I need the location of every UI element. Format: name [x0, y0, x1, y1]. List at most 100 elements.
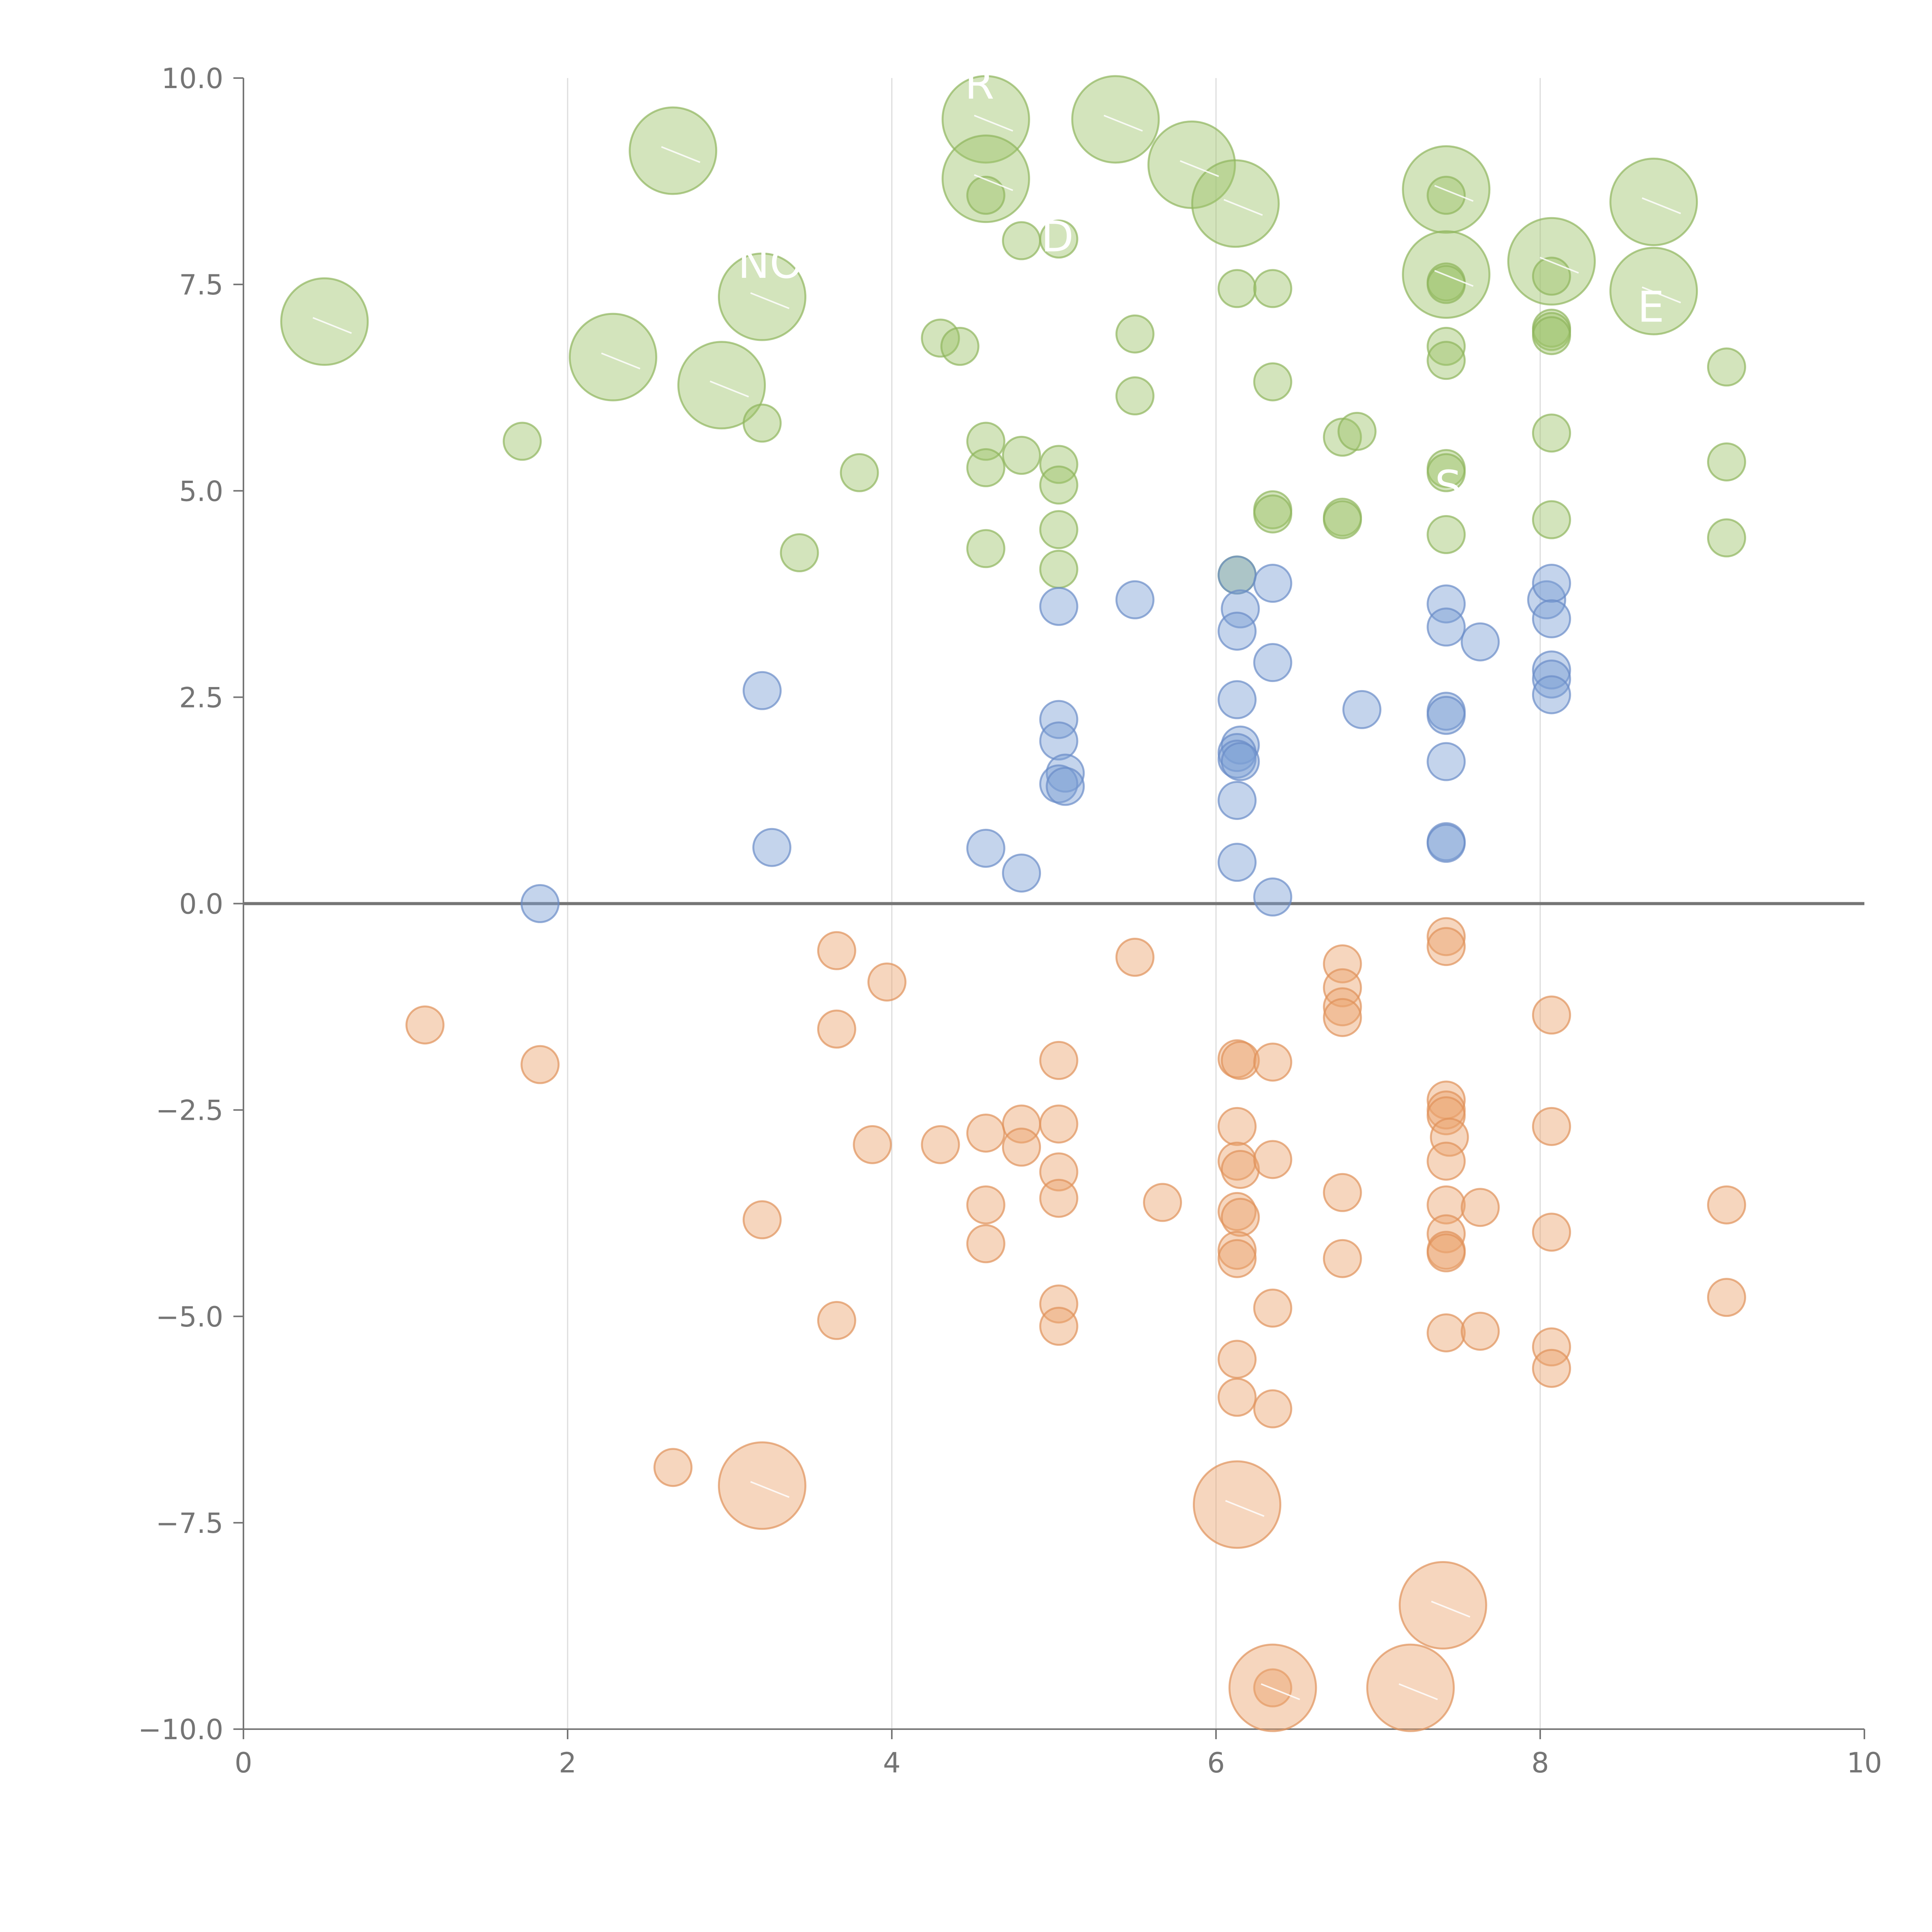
data-point — [1218, 781, 1257, 820]
data-point — [1218, 269, 1257, 308]
y-tick-label: 2.5 — [179, 681, 223, 714]
data-point — [1115, 376, 1155, 416]
data-point — [1218, 1378, 1257, 1417]
data-point — [1427, 584, 1466, 624]
leader-line — [1223, 199, 1263, 216]
data-point — [1427, 327, 1466, 366]
y-tick-label: −7.5 — [156, 1507, 223, 1539]
data-point — [921, 318, 960, 358]
leader-line — [1431, 1600, 1471, 1618]
data-point — [1039, 1306, 1078, 1346]
series-orange — [405, 917, 1746, 1732]
x-tick-label: 4 — [883, 1747, 901, 1779]
data-point — [940, 327, 980, 366]
leader-line — [709, 380, 749, 398]
data-point — [1461, 1311, 1500, 1351]
data-point — [966, 1185, 1005, 1225]
data-point — [1337, 412, 1377, 451]
leader-line — [1225, 1500, 1265, 1517]
data-point — [966, 529, 1005, 568]
data-point — [1323, 987, 1362, 1027]
data-point — [1532, 599, 1571, 638]
data-point — [780, 533, 819, 572]
leader-line — [750, 1481, 790, 1498]
data-point — [1039, 549, 1078, 589]
data-point — [867, 962, 906, 1002]
data-point — [1039, 587, 1078, 626]
leader-line — [1641, 286, 1681, 304]
data-point — [1427, 1096, 1466, 1136]
data-point — [1253, 877, 1293, 917]
y-tick-label: 0.0 — [179, 888, 223, 920]
data-point — [1253, 1288, 1293, 1328]
data-point — [1253, 1389, 1293, 1429]
data-point — [1707, 1185, 1746, 1225]
data-point — [520, 1045, 560, 1084]
data-point — [1532, 1349, 1571, 1388]
data-point — [966, 828, 1005, 868]
leader-line — [1434, 185, 1474, 202]
data-point — [1427, 917, 1466, 956]
y-tick-label: 7.5 — [179, 269, 223, 301]
axes: 0 2 4 6 8 10 10.0 7.5 5.0 2.5 0.0 −2.5 −5.0 −7.5 −10.0 — [138, 62, 1882, 1779]
leader-line — [313, 317, 352, 334]
data-point — [1323, 944, 1362, 983]
data-point — [1039, 465, 1078, 505]
data-point — [1323, 998, 1362, 1037]
callout-label: E — [1638, 282, 1665, 332]
data-point — [840, 453, 879, 492]
data-point — [1253, 494, 1293, 534]
callout-label: S — [1435, 461, 1462, 511]
leader-line — [661, 146, 701, 163]
data-point — [1039, 764, 1078, 804]
leader-line — [1180, 160, 1219, 177]
data-point — [1253, 269, 1293, 308]
data-point — [817, 931, 856, 970]
callouts: R NO D S E — [313, 59, 1681, 1701]
data-point — [1707, 518, 1746, 558]
data-point — [966, 1224, 1005, 1264]
data-point — [1707, 442, 1746, 481]
data-point — [1707, 1278, 1746, 1317]
y-tick-label: −5.0 — [156, 1301, 223, 1333]
data-point — [1427, 265, 1466, 304]
data-point — [1221, 1041, 1260, 1080]
data-point — [1461, 622, 1500, 662]
data-point — [1039, 1104, 1078, 1144]
data-point — [742, 403, 782, 443]
data-point — [1115, 937, 1155, 977]
data-point — [1323, 1173, 1362, 1212]
data-point — [1532, 1213, 1571, 1252]
x-tick-label: 10 — [1847, 1747, 1882, 1779]
data-point — [1046, 753, 1085, 793]
data-point — [1218, 1340, 1257, 1379]
leader-line — [1641, 197, 1681, 214]
leader-line — [1398, 1683, 1438, 1701]
data-point — [1532, 316, 1571, 355]
data-point — [1046, 767, 1085, 806]
data-point — [1221, 1150, 1260, 1189]
x-tick-label: 6 — [1207, 1747, 1225, 1779]
data-point — [921, 1125, 960, 1164]
y-tick-label: −2.5 — [156, 1094, 223, 1127]
data-point — [1039, 721, 1078, 761]
data-point — [752, 828, 792, 867]
data-point — [1115, 314, 1155, 354]
data-point — [1039, 219, 1078, 259]
data-point — [1253, 1043, 1293, 1082]
data-point — [405, 1005, 445, 1045]
data-point — [1427, 742, 1466, 781]
data-point — [1527, 580, 1566, 619]
data-point — [1039, 1179, 1078, 1218]
data-point — [1143, 1183, 1182, 1222]
data-point — [1532, 1327, 1571, 1367]
data-point — [1039, 510, 1078, 549]
data-point — [817, 1301, 856, 1340]
data-point — [1253, 564, 1293, 603]
data-point — [1253, 362, 1293, 401]
x-tick-label: 2 — [559, 1747, 577, 1779]
data-point — [966, 175, 1005, 215]
data-point — [1002, 853, 1041, 893]
data-point — [1115, 580, 1155, 619]
